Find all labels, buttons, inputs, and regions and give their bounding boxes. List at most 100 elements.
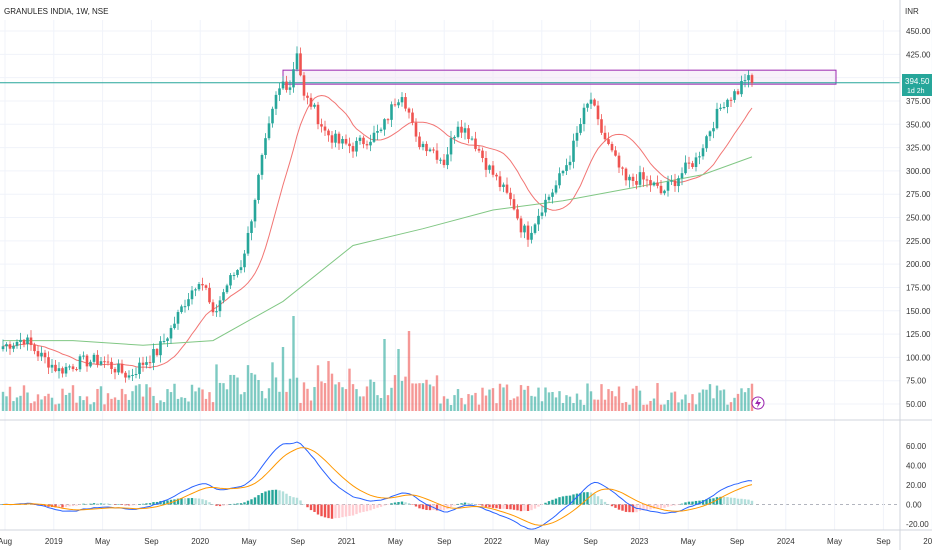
macd-histogram-bar: [670, 504, 673, 506]
candle-body: [180, 306, 183, 313]
candle-body: [575, 132, 579, 141]
x-tick-label: Sep: [437, 537, 452, 546]
volume-bar: [211, 402, 215, 411]
candle-body: [43, 352, 47, 358]
volume-bar: [449, 404, 453, 411]
candle-body: [673, 180, 677, 187]
volume-bar: [418, 383, 421, 411]
candle-body: [327, 130, 330, 136]
candle-body: [12, 345, 15, 349]
macd-histogram-bar: [323, 504, 327, 518]
volume-bar: [544, 387, 547, 411]
macd-histogram-bar: [638, 504, 642, 511]
macd-histogram-bar: [729, 497, 733, 505]
volume-bar: [628, 404, 631, 411]
candle-body: [400, 97, 404, 103]
macd-histogram-bar: [481, 504, 484, 506]
x-tick-label: May: [681, 537, 696, 546]
macd-histogram-bar: [694, 500, 698, 505]
candle-body: [733, 91, 736, 100]
macd-histogram-bar: [722, 497, 726, 505]
macd-histogram-bar: [267, 490, 271, 505]
candle-body: [684, 162, 687, 174]
macd-histogram-bar: [57, 504, 61, 508]
macd-histogram-bar: [516, 504, 519, 511]
macd-histogram-bar: [187, 498, 190, 505]
currency-label[interactable]: INR: [905, 7, 919, 16]
candle-body: [288, 87, 292, 90]
macd-histogram-bar: [509, 504, 512, 510]
macd-histogram-bar: [470, 503, 474, 505]
candle-body: [512, 199, 516, 210]
candle-body: [617, 155, 621, 168]
candle-body: [96, 354, 99, 365]
macd-tick-label: 20.00: [906, 481, 927, 490]
volume-bar: [327, 361, 330, 411]
macd-histogram-bar: [596, 496, 600, 505]
volume-bar: [29, 403, 33, 411]
volume-bar: [397, 349, 400, 411]
volume-bar: [719, 390, 722, 411]
macd-histogram-bar: [624, 504, 628, 512]
macd-histogram-bar: [663, 504, 666, 508]
volume-bar: [292, 316, 295, 411]
candle-body: [204, 285, 208, 288]
macd-line: [2, 441, 753, 530]
candle-body: [603, 132, 607, 140]
x-tick-label: Sep: [583, 537, 598, 546]
volume-bar: [166, 389, 169, 411]
lightning-icon[interactable]: [751, 396, 765, 410]
volume-bar: [75, 402, 78, 411]
macd-histogram-bar: [498, 504, 502, 509]
candle-body: [169, 328, 173, 339]
candle-body: [358, 137, 362, 141]
volume-bar: [400, 380, 404, 411]
candle-body: [505, 184, 509, 193]
candle-body: [411, 112, 414, 123]
volume-bar: [649, 400, 652, 411]
volume-bar: [131, 391, 134, 411]
volume-bar: [260, 390, 264, 411]
candle-body: [271, 108, 274, 124]
candle-body: [582, 107, 586, 125]
volume-bar: [435, 375, 439, 411]
volume-bar: [670, 392, 673, 411]
candle-body: [113, 368, 117, 373]
volume-bar: [295, 377, 299, 411]
macd-histogram-bar: [92, 503, 96, 505]
macd-tick-label: 40.00: [906, 462, 927, 471]
candle-body: [127, 375, 131, 378]
candle-body: [159, 341, 162, 356]
macd-histogram-bar: [726, 497, 729, 505]
macd-histogram-bar: [99, 503, 103, 505]
volume-bar: [460, 397, 463, 411]
macd-histogram-bar: [348, 504, 351, 516]
macd-histogram-bar: [239, 503, 243, 505]
candle-body: [341, 138, 344, 144]
macd-histogram-bar: [369, 504, 372, 511]
macd-histogram-bar: [603, 501, 607, 505]
macd-histogram-bar: [698, 500, 701, 505]
volume-bar: [617, 386, 621, 411]
candle-body: [75, 369, 78, 371]
candle-body: [624, 168, 628, 181]
candle-body: [5, 344, 8, 347]
volume-bar: [19, 395, 22, 411]
macd-histogram-bar: [404, 502, 407, 505]
volume-bar: [568, 396, 572, 411]
macd-histogram-bar: [302, 504, 306, 505]
candle-body: [162, 340, 166, 342]
candle-body: [551, 192, 554, 197]
candle-body: [78, 356, 82, 370]
volume-bar: [281, 347, 285, 411]
macd-histogram-bar: [295, 497, 299, 505]
volume-bar: [173, 383, 176, 411]
candle-body: [50, 364, 54, 368]
candle-body: [173, 323, 176, 329]
macd-histogram-bar: [400, 501, 404, 505]
volume-bar: [232, 374, 236, 411]
volume-bar: [589, 391, 593, 411]
volume-bar: [495, 403, 498, 411]
volume-bar: [414, 383, 418, 411]
